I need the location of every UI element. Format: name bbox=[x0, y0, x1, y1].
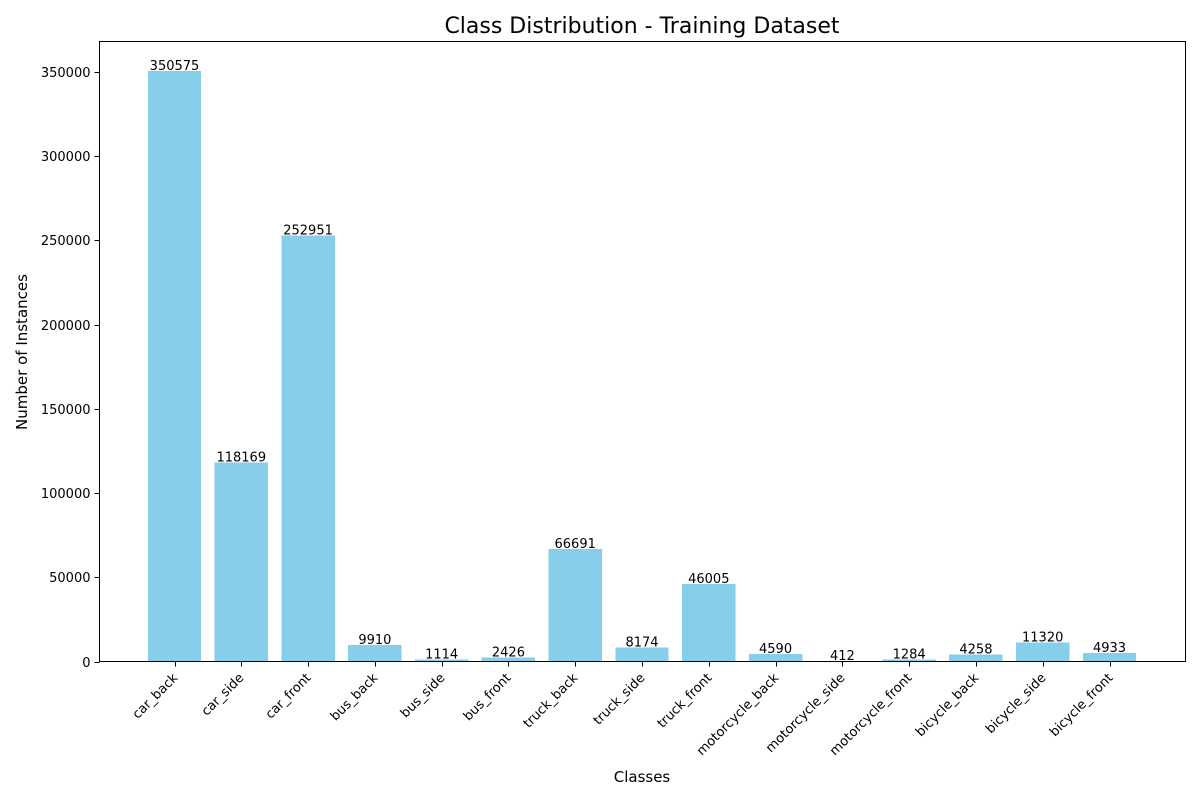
x-tick-label-bus-side: bus_side bbox=[398, 671, 448, 721]
data-label-bus-back: 9910 bbox=[358, 633, 391, 648]
y-tick-label: 250000 bbox=[41, 234, 91, 249]
y-tick-label: 150000 bbox=[41, 403, 91, 418]
bar-bus-side bbox=[414, 659, 469, 662]
data-label-bicycle-side: 11320 bbox=[1022, 630, 1063, 645]
bars-layer bbox=[147, 71, 1137, 662]
bar-bicycle-front bbox=[1082, 653, 1137, 662]
bar-motorcycle-front bbox=[882, 659, 936, 662]
x-tick-label-bus-back: bus_back bbox=[328, 670, 382, 724]
data-label-truck-front: 46005 bbox=[688, 572, 729, 587]
x-tick-label-bicycle-front: bicycle_front bbox=[1047, 671, 1116, 740]
y-tick-label: 200000 bbox=[41, 319, 91, 334]
bar-car-back bbox=[147, 71, 202, 662]
bar-truck-front bbox=[682, 584, 736, 662]
bar-bus-front bbox=[481, 657, 536, 662]
data-label-motorcycle-side: 412 bbox=[830, 649, 855, 664]
data-label-truck-back: 66691 bbox=[555, 537, 596, 552]
bar-bicycle-back bbox=[949, 654, 1003, 662]
bar-motorcycle-back bbox=[748, 653, 803, 662]
bar-bus-back bbox=[348, 644, 402, 662]
y-tick-label: 100000 bbox=[41, 487, 91, 502]
y-axis-label: Number of Instances bbox=[13, 274, 31, 430]
x-axis-label: Classes bbox=[614, 768, 671, 786]
y-tick-label: 300000 bbox=[41, 150, 91, 165]
x-tick-label-car-side: car_side bbox=[199, 671, 248, 720]
data-label-motorcycle-front: 1284 bbox=[893, 647, 926, 662]
x-tick-label-truck-side: truck_side bbox=[591, 671, 649, 729]
data-label-car-back: 350575 bbox=[150, 59, 200, 74]
plot-frame bbox=[99, 41, 1186, 662]
data-label-car-front: 252951 bbox=[283, 223, 333, 238]
data-label-bicycle-back: 4258 bbox=[959, 642, 992, 657]
data-label-bus-front: 2426 bbox=[492, 645, 525, 660]
data-labels-layer: 350575 118169 252951 9910 1114 2426 66691 8174 4… bbox=[150, 59, 1126, 664]
y-tick-label: 0 bbox=[82, 656, 90, 671]
data-label-motorcycle-back: 4590 bbox=[759, 642, 792, 657]
x-tick-label-truck-front: truck_front bbox=[655, 671, 716, 732]
x-tick-label-truck-back: truck_back bbox=[521, 670, 582, 731]
y-tick-label: 50000 bbox=[49, 571, 90, 586]
bar-car-side bbox=[214, 462, 268, 662]
x-tick-label-bus-front: bus_front bbox=[461, 671, 515, 725]
bar-truck-back bbox=[548, 549, 602, 662]
x-tick-label-bicycle-side: bicycle_side bbox=[983, 671, 1049, 737]
x-tick-label-bicycle-back: bicycle_back bbox=[913, 670, 983, 740]
x-tick-label-car-front: car_front bbox=[263, 671, 315, 723]
x-axis-ticks: car_back car_side car_front bus_back bus_sid… bbox=[130, 661, 1116, 759]
y-tick-label: 350000 bbox=[41, 66, 91, 81]
data-label-bicycle-front: 4933 bbox=[1093, 641, 1126, 656]
x-tick-label-car-back: car_back bbox=[130, 670, 182, 722]
data-label-car-side: 118169 bbox=[216, 450, 266, 465]
y-axis-ticks: 0 50000 100000 150000 200000 250000 300000 3500… bbox=[41, 66, 100, 671]
bar-bicycle-side bbox=[1016, 642, 1070, 662]
bar-car-front bbox=[281, 235, 335, 662]
chart-title: Class Distribution - Training Dataset bbox=[444, 14, 839, 39]
bar-truck-side bbox=[615, 647, 669, 662]
data-label-truck-side: 8174 bbox=[625, 636, 658, 651]
data-label-bus-side: 1114 bbox=[425, 648, 458, 663]
